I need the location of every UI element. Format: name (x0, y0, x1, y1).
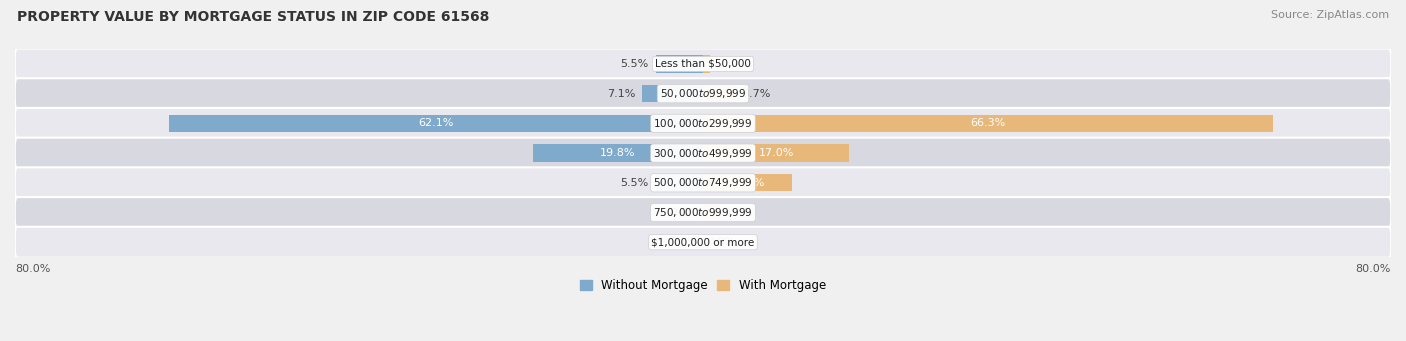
Bar (703, 145, 849, 162)
Text: PROPERTY VALUE BY MORTGAGE STATUS IN ZIP CODE 61568: PROPERTY VALUE BY MORTGAGE STATUS IN ZIP… (17, 10, 489, 24)
FancyBboxPatch shape (15, 138, 1391, 168)
Bar (703, 115, 1274, 132)
Text: $750,000 to $999,999: $750,000 to $999,999 (654, 206, 752, 219)
Text: 10.4%: 10.4% (730, 178, 765, 188)
Text: 0.0%: 0.0% (671, 237, 699, 247)
Bar (655, 174, 703, 191)
Text: 80.0%: 80.0% (1355, 264, 1391, 273)
Text: $300,000 to $499,999: $300,000 to $499,999 (654, 147, 752, 160)
Text: 0.84%: 0.84% (717, 59, 752, 69)
Text: 62.1%: 62.1% (418, 118, 454, 128)
Legend: Without Mortgage, With Mortgage: Without Mortgage, With Mortgage (575, 275, 831, 297)
Text: Less than $50,000: Less than $50,000 (655, 59, 751, 69)
Text: $100,000 to $299,999: $100,000 to $299,999 (654, 117, 752, 130)
Text: $500,000 to $749,999: $500,000 to $749,999 (654, 176, 752, 189)
Text: 17.0%: 17.0% (758, 148, 794, 158)
Bar (655, 55, 703, 73)
Text: $1,000,000 or more: $1,000,000 or more (651, 237, 755, 247)
Bar (703, 174, 793, 191)
FancyBboxPatch shape (15, 167, 1391, 198)
Text: 1.8%: 1.8% (725, 208, 754, 218)
Text: 0.0%: 0.0% (707, 237, 735, 247)
Text: 5.5%: 5.5% (620, 59, 648, 69)
Text: 19.8%: 19.8% (600, 148, 636, 158)
Text: 5.5%: 5.5% (620, 178, 648, 188)
FancyBboxPatch shape (15, 48, 1391, 79)
FancyBboxPatch shape (15, 227, 1391, 258)
Text: 3.7%: 3.7% (742, 89, 770, 99)
Text: 7.1%: 7.1% (606, 89, 636, 99)
FancyBboxPatch shape (15, 197, 1391, 228)
Bar (169, 115, 703, 132)
Text: $50,000 to $99,999: $50,000 to $99,999 (659, 87, 747, 100)
Bar (703, 85, 735, 102)
Text: 0.0%: 0.0% (671, 208, 699, 218)
Bar (703, 204, 718, 221)
Text: 80.0%: 80.0% (15, 264, 51, 273)
Bar (643, 85, 703, 102)
Text: 66.3%: 66.3% (970, 118, 1005, 128)
Text: Source: ZipAtlas.com: Source: ZipAtlas.com (1271, 10, 1389, 20)
Bar (703, 55, 710, 73)
FancyBboxPatch shape (15, 108, 1391, 139)
Bar (533, 145, 703, 162)
FancyBboxPatch shape (15, 78, 1391, 109)
